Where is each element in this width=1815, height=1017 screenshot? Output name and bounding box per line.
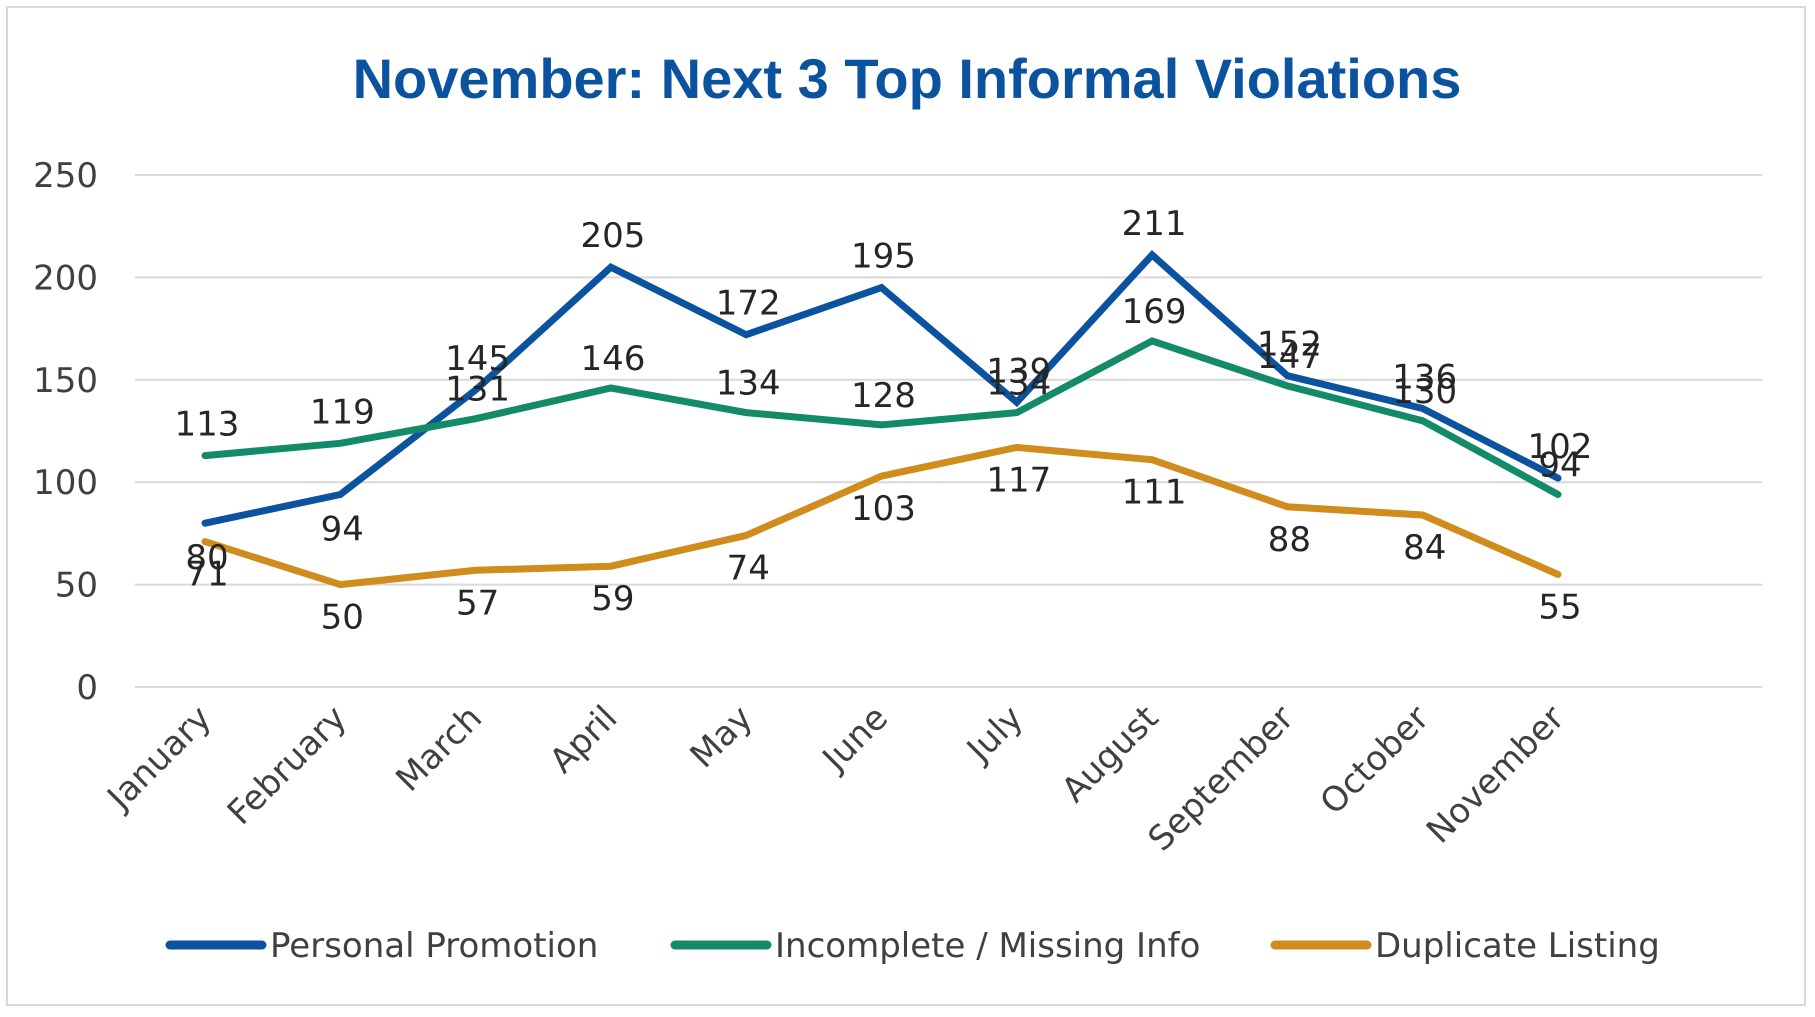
data-label: 146 (580, 339, 645, 379)
x-tick-label: September (1141, 698, 1302, 859)
data-label: 71 (185, 555, 228, 595)
data-label: 134 (716, 364, 781, 404)
x-tick-label: January (99, 698, 220, 819)
legend-label: Incomplete / Missing Info (775, 926, 1200, 966)
y-tick-label: 250 (33, 156, 98, 196)
x-tick-label: April (542, 698, 625, 781)
data-label: 128 (851, 376, 916, 416)
x-tick-label: November (1419, 698, 1572, 851)
data-label: 195 (851, 237, 916, 277)
data-label: 139 (986, 351, 1051, 391)
data-label: 55 (1538, 587, 1581, 627)
x-tick-label: May (683, 698, 761, 776)
data-label: 57 (456, 583, 499, 623)
series-line-2 (201, 337, 1562, 498)
data-label: 119 (310, 392, 375, 432)
x-tick-label: August (1054, 698, 1166, 810)
series-lines (201, 249, 1562, 589)
data-label: 147 (1257, 337, 1322, 377)
y-tick-label: 100 (33, 463, 98, 503)
y-tick-label: 50 (55, 566, 98, 606)
data-label: 74 (727, 548, 770, 588)
data-label: 205 (580, 216, 645, 256)
data-label: 172 (716, 284, 781, 324)
x-tick-label: July (958, 698, 1031, 771)
chart-frame (6, 6, 1806, 1006)
data-label: 50 (321, 598, 364, 638)
gridlines (135, 174, 1762, 688)
data-label: 80 (185, 538, 228, 578)
series-line-3 (201, 443, 1562, 589)
data-label: 145 (445, 339, 510, 379)
y-tick-label: 0 (76, 668, 98, 708)
data-label: 152 (1257, 325, 1322, 365)
y-tick-label: 200 (33, 258, 98, 298)
x-tick-label: February (220, 698, 355, 833)
data-label: 94 (1538, 445, 1581, 485)
data-label: 169 (1122, 292, 1187, 332)
data-label: 134 (986, 364, 1051, 404)
x-tick-label: October (1313, 698, 1438, 823)
data-label: 113 (175, 405, 240, 445)
y-tick-label: 150 (33, 361, 98, 401)
data-label: 211 (1122, 204, 1187, 244)
data-label: 136 (1392, 357, 1457, 397)
data-label: 131 (445, 370, 510, 410)
legend-label: Personal Promotion (270, 926, 598, 966)
data-label: 88 (1268, 520, 1311, 560)
data-label: 103 (851, 489, 916, 529)
x-tick-label: March (388, 698, 490, 800)
data-label: 111 (1122, 473, 1187, 513)
y-axis-ticks: 0 50 100 150 200 250 (33, 156, 98, 708)
legend: Personal Promotion Incomplete / Missing I… (165, 926, 1660, 966)
data-label: 102 (1528, 427, 1593, 467)
x-axis-ticks: January February March April May June July Augu… (99, 698, 1573, 859)
data-label: 117 (986, 460, 1051, 500)
data-label: 130 (1392, 372, 1457, 412)
data-labels: 80 94 145 205 172 195 139 211 152 136 102 113 119 131… (175, 204, 1593, 638)
x-tick-label: June (814, 698, 896, 780)
legend-label: Duplicate Listing (1375, 926, 1660, 966)
data-label: 59 (591, 579, 634, 619)
chart-title: November: Next 3 Top Informal Violations (353, 47, 1462, 110)
data-label: 84 (1403, 528, 1446, 568)
data-label: 94 (321, 509, 364, 549)
